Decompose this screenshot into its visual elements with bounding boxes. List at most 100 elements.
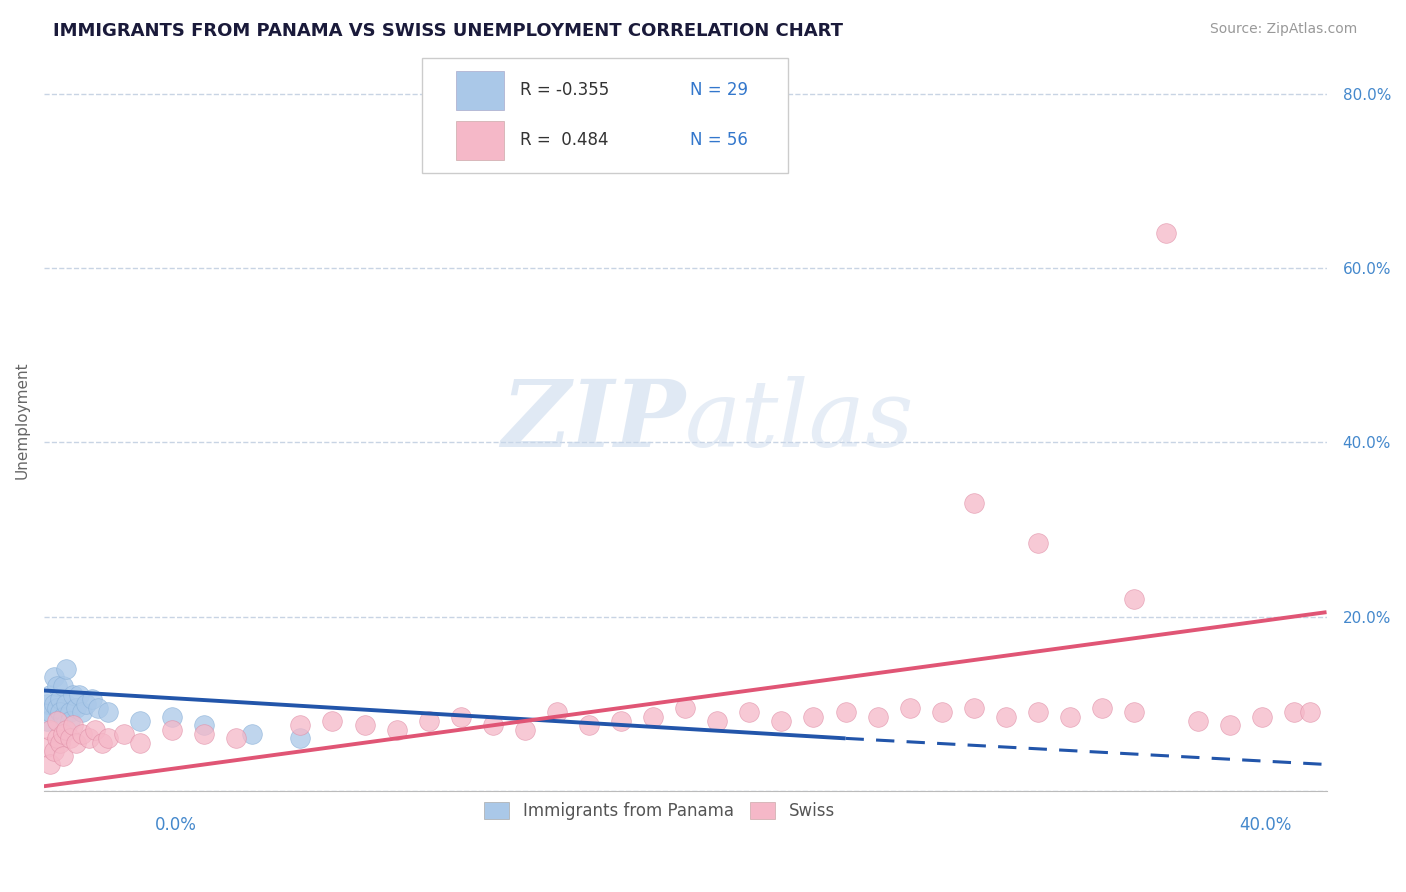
Point: [97, 731, 120, 746]
Point: [80, 692, 103, 706]
Point: [1299, 705, 1322, 719]
Point: [35, 714, 58, 728]
Point: [706, 714, 728, 728]
Text: R = -0.355: R = -0.355: [520, 81, 609, 99]
Point: [450, 709, 472, 723]
Point: [84, 723, 107, 737]
Point: [52, 748, 75, 763]
Point: [65, 736, 87, 750]
Point: [418, 714, 440, 728]
Point: [963, 701, 986, 715]
Point: [58, 714, 80, 728]
Point: [62, 718, 84, 732]
Point: [42, 697, 65, 711]
Point: [45, 701, 67, 715]
Point: [1026, 705, 1049, 719]
Text: N = 29: N = 29: [690, 81, 748, 99]
Point: [643, 709, 665, 723]
Point: [39, 723, 62, 737]
FancyBboxPatch shape: [422, 58, 787, 173]
Point: [290, 718, 312, 732]
Point: [52, 709, 75, 723]
Point: [52, 679, 75, 693]
Point: [45, 679, 67, 693]
Text: 0.0%: 0.0%: [155, 816, 197, 834]
Point: [1123, 592, 1146, 607]
Point: [39, 757, 62, 772]
Text: N = 56: N = 56: [690, 131, 748, 149]
Point: [39, 688, 62, 702]
Point: [353, 718, 375, 732]
Point: [90, 736, 112, 750]
Point: [1219, 718, 1241, 732]
Point: [994, 709, 1017, 723]
Point: [513, 723, 536, 737]
Point: [49, 705, 72, 719]
Point: [770, 714, 793, 728]
Point: [45, 731, 67, 746]
Point: [321, 714, 343, 728]
Point: [87, 701, 110, 715]
Point: [738, 705, 761, 719]
Point: [49, 692, 72, 706]
Point: [58, 731, 80, 746]
Point: [1026, 535, 1049, 549]
Point: [42, 744, 65, 758]
FancyBboxPatch shape: [456, 121, 505, 160]
Point: [240, 727, 263, 741]
Point: [112, 727, 135, 741]
Point: [160, 709, 183, 723]
Point: [898, 701, 921, 715]
Point: [55, 662, 77, 676]
Point: [75, 697, 97, 711]
Point: [35, 740, 58, 755]
Point: [1284, 705, 1306, 719]
Point: [129, 714, 152, 728]
Point: [129, 736, 152, 750]
Point: [834, 705, 856, 719]
Point: [39, 705, 62, 719]
Point: [866, 709, 889, 723]
Point: [1123, 705, 1146, 719]
Point: [963, 496, 986, 510]
Y-axis label: Unemployment: Unemployment: [15, 362, 30, 480]
Point: [1059, 709, 1081, 723]
Point: [67, 688, 90, 702]
Point: [290, 731, 312, 746]
Point: [1251, 709, 1274, 723]
Point: [482, 718, 505, 732]
Text: Source: ZipAtlas.com: Source: ZipAtlas.com: [1209, 22, 1357, 37]
Point: [62, 688, 84, 702]
Point: [673, 701, 696, 715]
Point: [49, 736, 72, 750]
Point: [52, 727, 75, 741]
Point: [931, 705, 953, 719]
Point: [1187, 714, 1209, 728]
Text: atlas: atlas: [685, 376, 915, 466]
Point: [1154, 227, 1177, 241]
Point: [225, 731, 247, 746]
Point: [55, 697, 77, 711]
Point: [77, 731, 100, 746]
Text: 40.0%: 40.0%: [1239, 816, 1292, 834]
Point: [97, 705, 120, 719]
Point: [578, 718, 600, 732]
Point: [42, 670, 65, 684]
Point: [72, 705, 94, 719]
Point: [193, 718, 215, 732]
Point: [385, 723, 408, 737]
Point: [58, 705, 80, 719]
Point: [160, 723, 183, 737]
Point: [35, 697, 58, 711]
Point: [610, 714, 633, 728]
Point: [546, 705, 568, 719]
Point: [803, 709, 825, 723]
Legend: Immigrants from Panama, Swiss: Immigrants from Panama, Swiss: [478, 795, 842, 827]
Point: [55, 723, 77, 737]
Text: R =  0.484: R = 0.484: [520, 131, 609, 149]
Text: IMMIGRANTS FROM PANAMA VS SWISS UNEMPLOYMENT CORRELATION CHART: IMMIGRANTS FROM PANAMA VS SWISS UNEMPLOY…: [53, 22, 844, 40]
Point: [193, 727, 215, 741]
Point: [72, 727, 94, 741]
FancyBboxPatch shape: [456, 71, 505, 110]
Point: [1091, 701, 1114, 715]
